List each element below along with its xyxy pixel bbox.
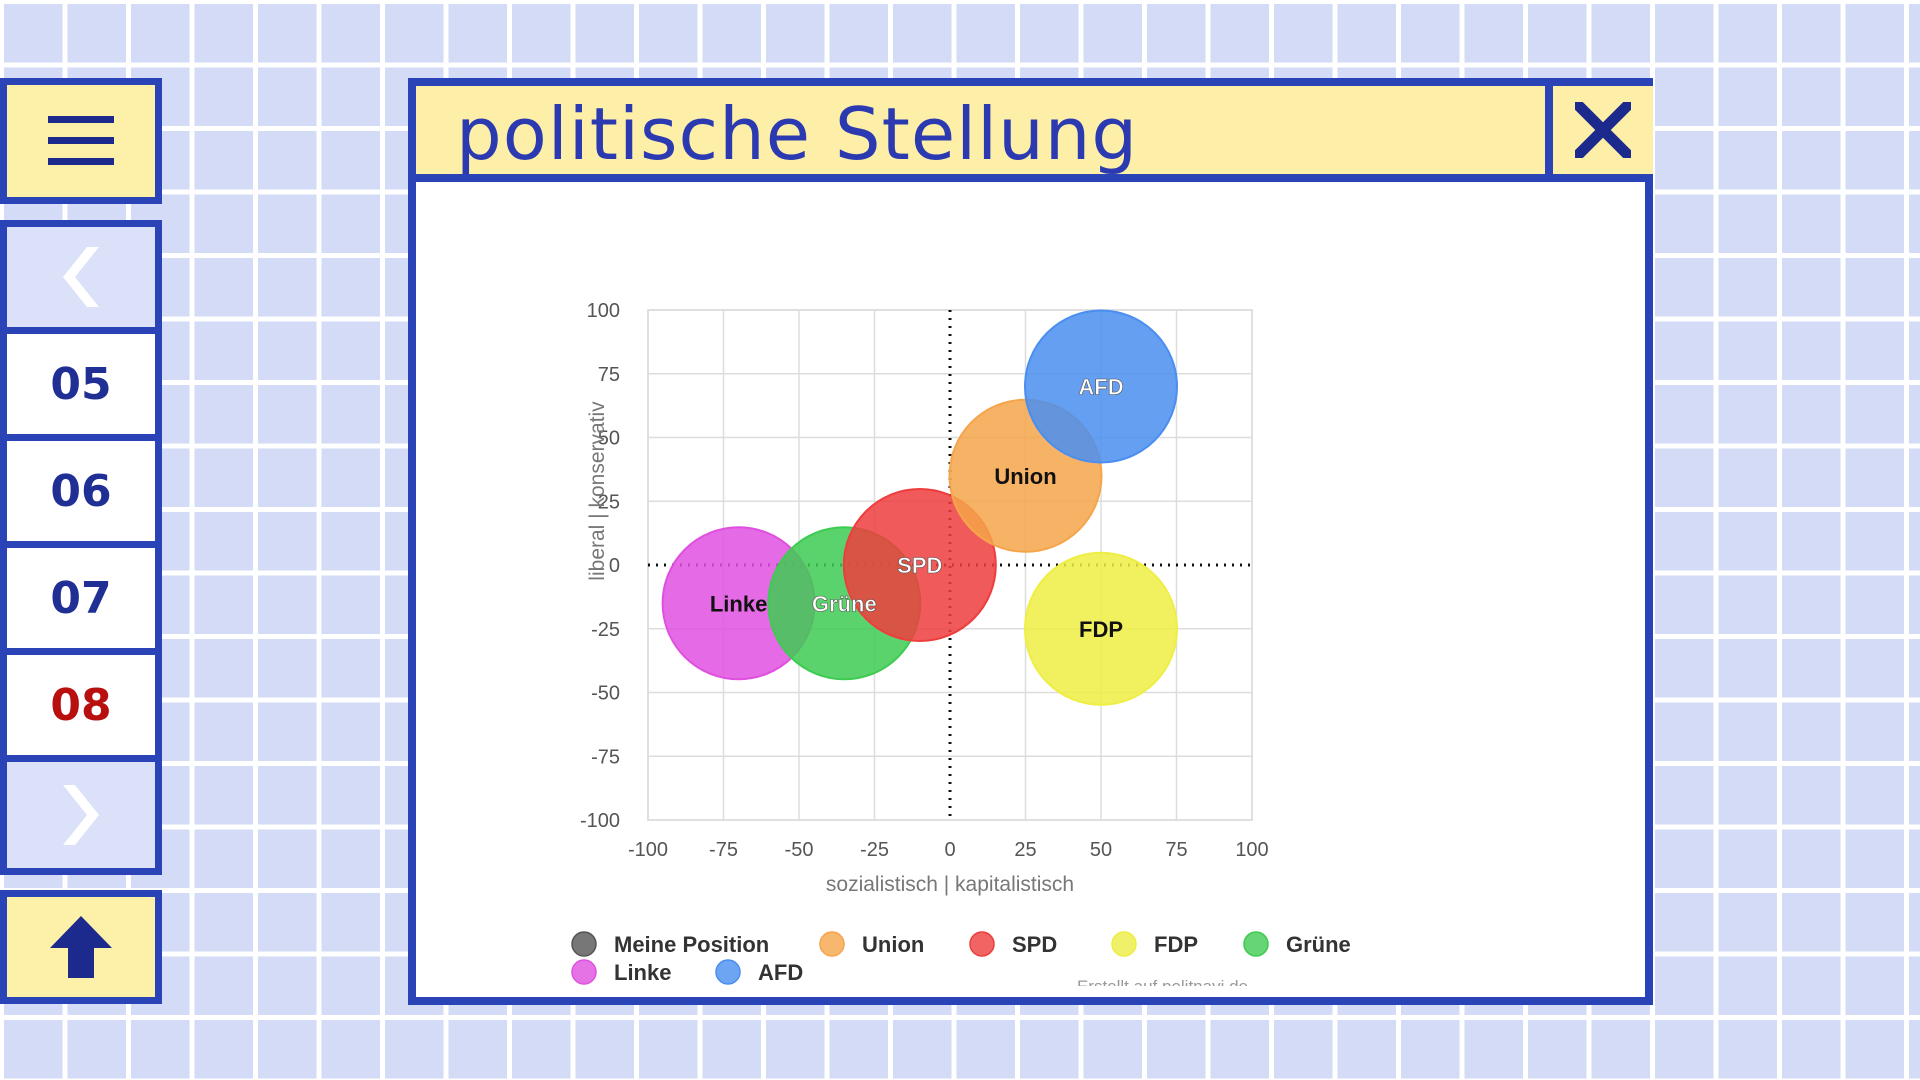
window-title: politische Stellung	[456, 92, 1139, 176]
x-tick-label: 100	[1235, 839, 1268, 861]
x-tick-label: -50	[785, 839, 814, 861]
hamburger-menu-icon	[48, 116, 114, 165]
x-tick-label: -25	[860, 839, 889, 861]
page-number: 07	[50, 572, 112, 624]
legend-item-label: Union	[862, 932, 924, 957]
x-tick-label: -100	[628, 839, 668, 861]
close-button[interactable]	[1545, 86, 1653, 174]
legend-marker	[571, 959, 597, 985]
y-tick-label: -75	[591, 746, 620, 768]
close-icon	[1575, 102, 1631, 158]
page-number: 06	[50, 465, 112, 517]
legend-item-label: Grüne	[1286, 932, 1351, 957]
menu-button[interactable]	[0, 78, 162, 204]
chart-bubbles: Linke Grüne SPD Union AFD FDP	[661, 309, 1178, 706]
arrow-up-icon	[50, 916, 112, 978]
bubble-label: SPD	[897, 553, 942, 578]
dialog-window: politische Stellung Linke Grüne SPD Union AF…	[408, 78, 1653, 1005]
bubble-fdp	[1024, 551, 1178, 706]
legend-item-label: Meine Position	[614, 932, 769, 957]
page-item-06[interactable]: 06	[0, 434, 162, 548]
y-tick-label: 50	[598, 428, 620, 450]
x-tick-label: 50	[1090, 839, 1112, 861]
y-tick-label: -100	[580, 810, 620, 832]
page-item-07[interactable]: 07	[0, 541, 162, 655]
next-page-button[interactable]	[0, 755, 162, 875]
bubble-label: Union	[994, 464, 1056, 489]
legend-item-label: Linke	[614, 960, 671, 985]
chevron-right-icon	[63, 785, 99, 845]
bubble-chart: Linke Grüne SPD Union AFD FDP -100 -75 -50 -25 0 2…	[571, 300, 1351, 996]
legend-marker	[571, 931, 597, 957]
legend-marker	[969, 931, 995, 957]
x-tick-label: -75	[709, 839, 738, 861]
legend-marker	[819, 931, 845, 957]
y-tick-label: -50	[591, 683, 620, 705]
scroll-top-button[interactable]	[0, 890, 162, 1004]
chart-legend: Meine Position Union SPD FDP Grüne Linke AFD	[571, 931, 1351, 985]
title-bar: politische Stellung	[416, 86, 1645, 182]
legend-marker	[1243, 931, 1269, 957]
y-tick-label: -25	[591, 619, 620, 641]
y-axis-label: liberal | konservativ	[586, 401, 609, 581]
bubble-label: Grüne	[812, 591, 877, 616]
bubble-afd	[1024, 309, 1178, 464]
bubble-label: FDP	[1079, 617, 1123, 642]
chart-container: Linke Grüne SPD Union AFD FDP -100 -75 -50 -25 0 2…	[536, 196, 1536, 996]
page-item-08[interactable]: 08	[0, 648, 162, 762]
legend-item-label: FDP	[1154, 932, 1198, 957]
page-number-active: 08	[50, 679, 112, 731]
y-tick-label: 25	[598, 491, 620, 513]
bubble-spd	[842, 488, 997, 642]
chart-credit: Erstellt auf politnavi.de	[1077, 977, 1248, 986]
bubble-label: AFD	[1078, 375, 1123, 400]
legend-marker	[715, 959, 741, 985]
y-tick-label: 0	[609, 555, 620, 577]
x-tick-label: 25	[1014, 839, 1036, 861]
legend-item-label: SPD	[1012, 932, 1057, 957]
x-tick-label: 75	[1165, 839, 1187, 861]
prev-page-button[interactable]	[0, 220, 162, 334]
x-axis-label: sozialistisch | kapitalistisch	[826, 873, 1074, 896]
legend-marker	[1111, 931, 1137, 957]
y-tick-label: 100	[587, 300, 620, 322]
bubble-label: Linke	[710, 591, 767, 616]
x-tick-label: 0	[944, 839, 955, 861]
legend-item-label: AFD	[758, 960, 803, 985]
chart-ticks: -100 -75 -50 -25 0 25 50 75 100 100 75 50 25 0 -25 -50 -…	[580, 300, 1269, 861]
page-number: 05	[50, 358, 112, 410]
chevron-left-icon	[63, 247, 99, 307]
y-tick-label: 75	[598, 364, 620, 386]
page-item-05[interactable]: 05	[0, 327, 162, 441]
